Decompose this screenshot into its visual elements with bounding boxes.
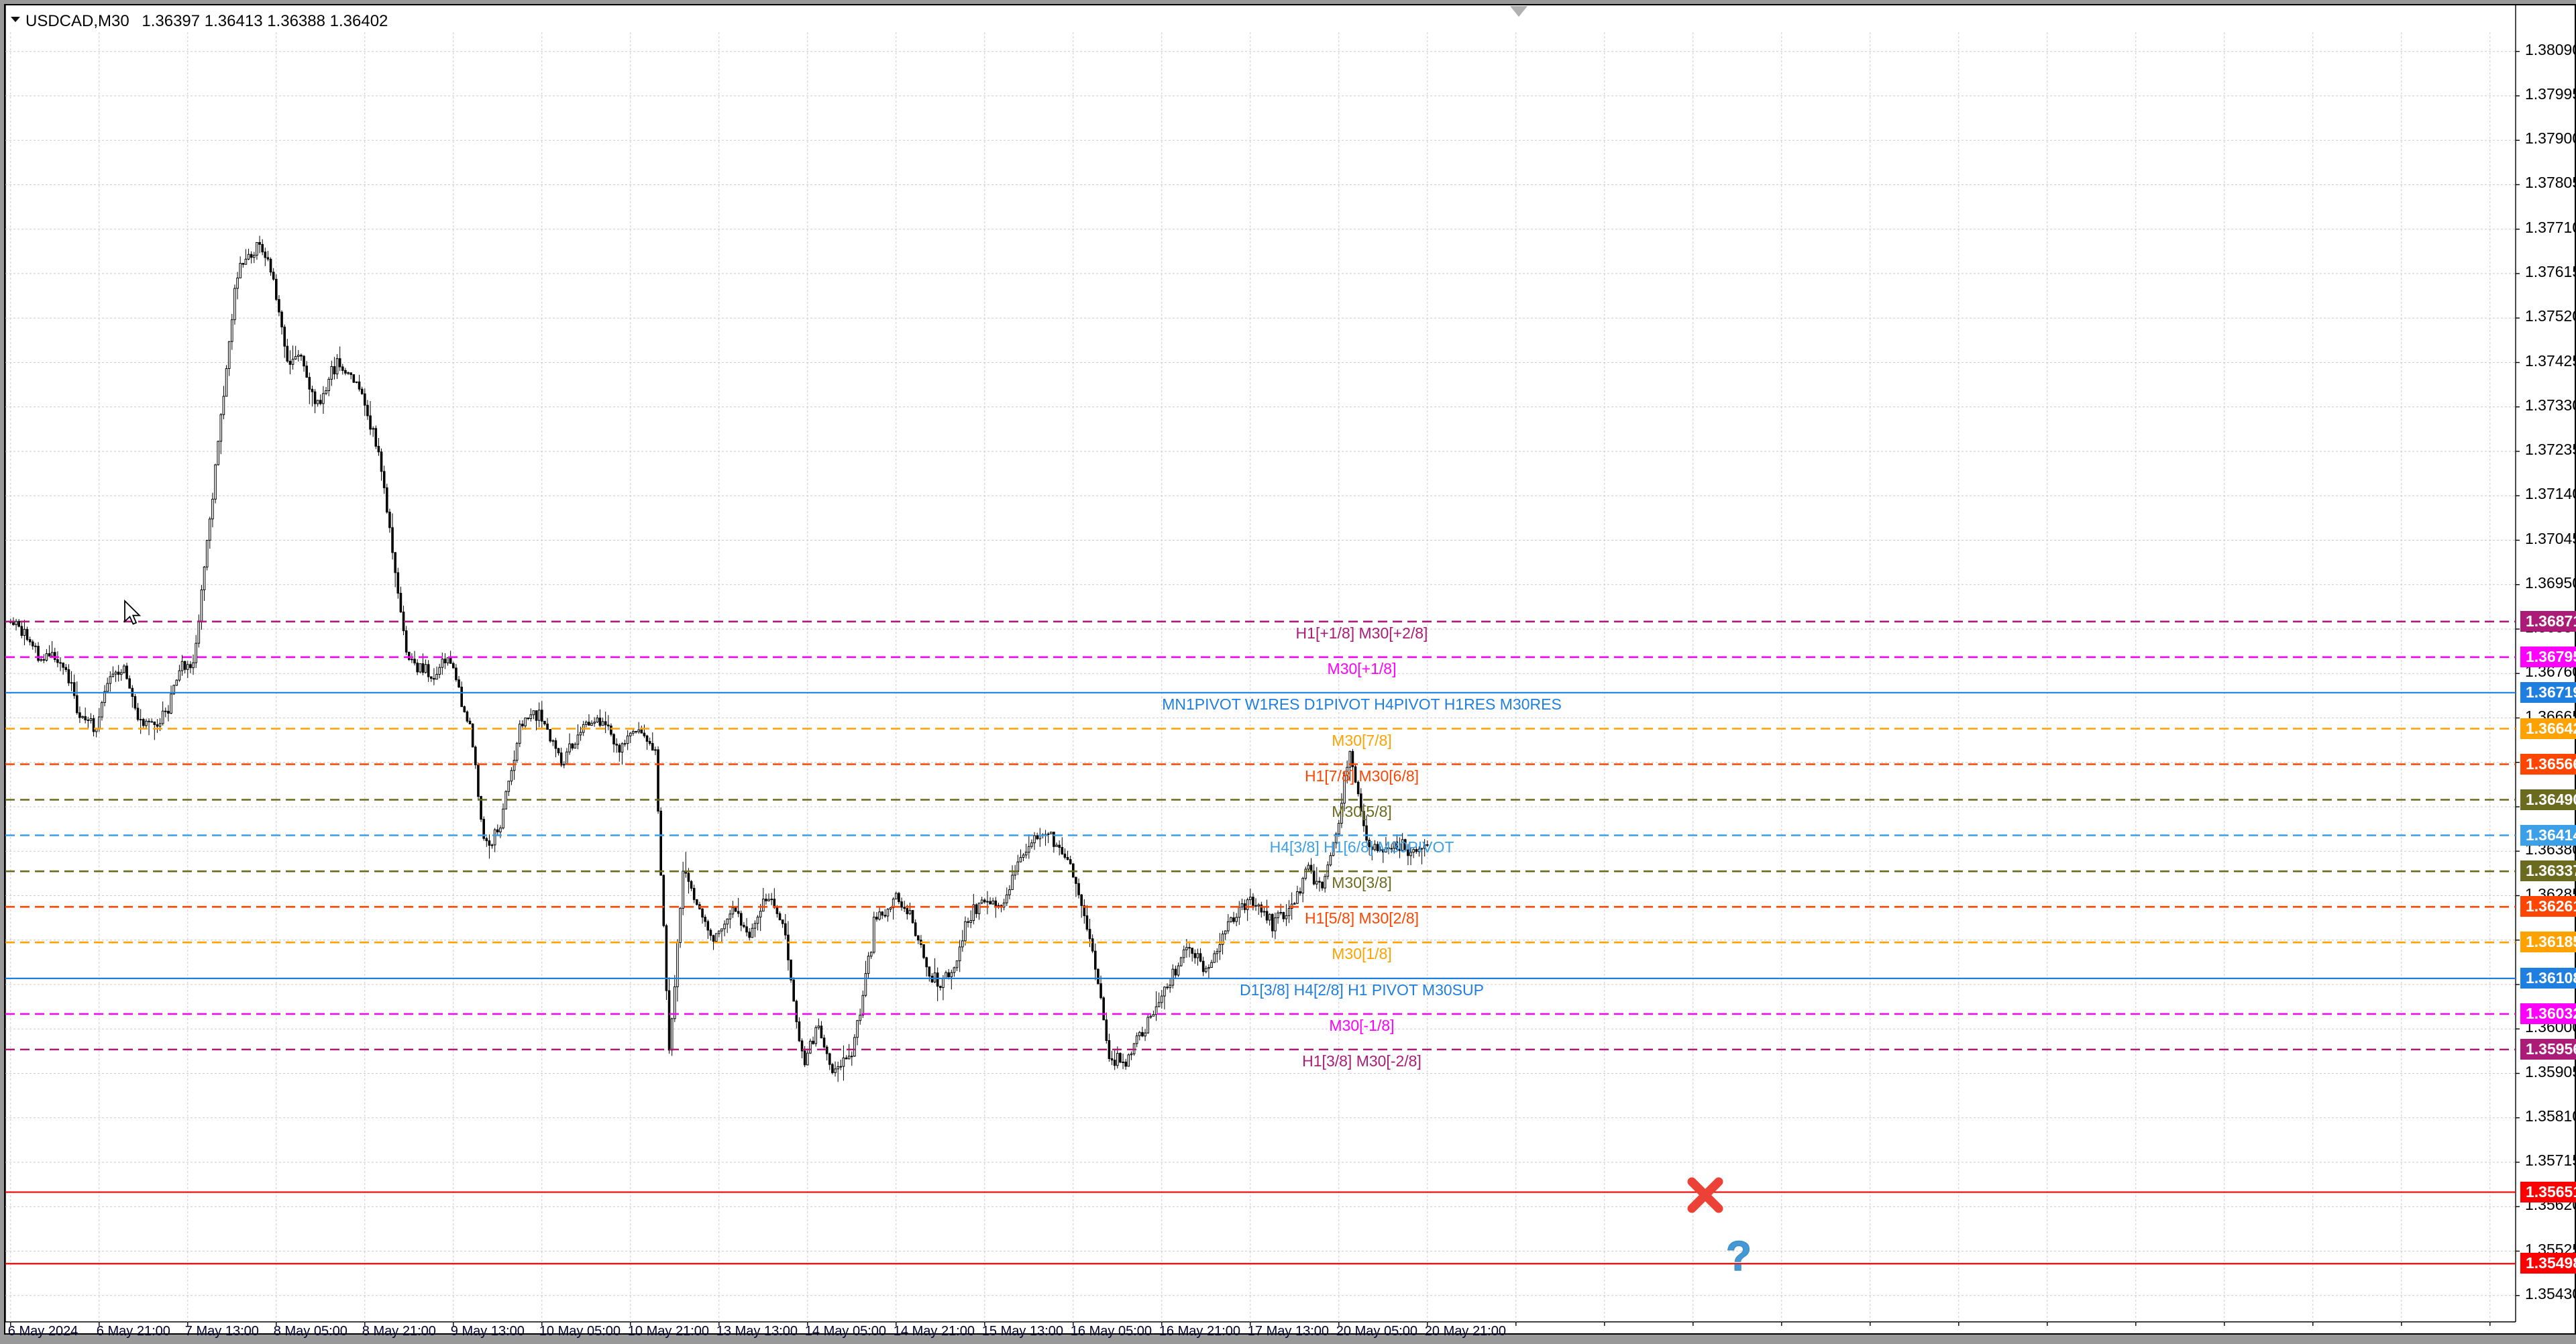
svg-text:?: ? bbox=[1726, 1233, 1752, 1280]
